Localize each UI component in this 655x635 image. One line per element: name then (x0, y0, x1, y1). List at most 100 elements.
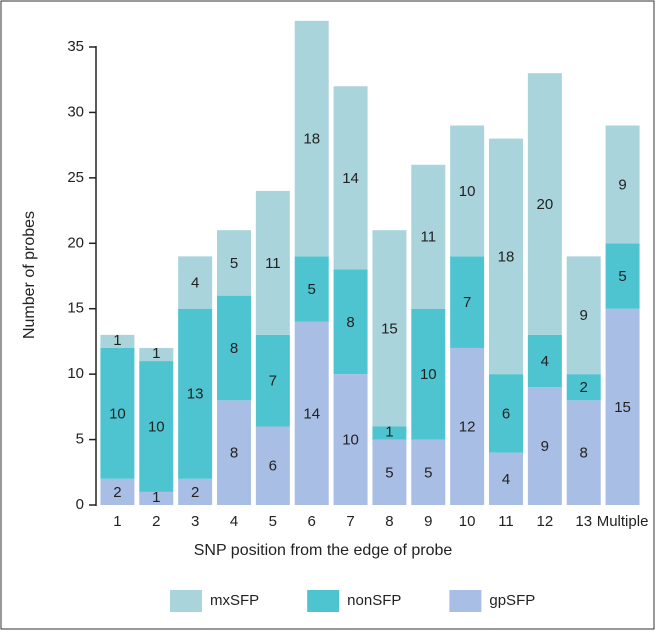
x-axis-label: SNP position from the edge of probe (194, 542, 453, 559)
legend-swatch (170, 590, 202, 612)
bar-segment (605, 125, 640, 244)
bar-segment (217, 230, 251, 296)
bar-segment (566, 374, 601, 401)
value-label: 7 (269, 373, 277, 390)
value-label: 15 (614, 399, 631, 416)
x-tick-label: 13 (575, 513, 592, 530)
value-label: 2 (580, 379, 588, 396)
bar-segment (217, 400, 251, 505)
bar-segment (605, 243, 640, 309)
value-label: 14 (303, 405, 320, 422)
bar-segment (566, 256, 601, 375)
bar-segment (372, 230, 407, 427)
value-label: 13 (187, 386, 204, 403)
bar-segment (178, 478, 213, 505)
bar-segment (489, 452, 523, 505)
value-label: 10 (420, 366, 437, 383)
bar-segment (294, 256, 329, 322)
x-tick-label: 11 (498, 513, 514, 530)
value-label: 8 (230, 340, 238, 357)
bar-segment (450, 347, 485, 505)
y-tick-label: 0 (76, 496, 84, 513)
x-tick-label: 12 (537, 513, 554, 530)
value-label: 8 (346, 314, 354, 331)
bar-segment (255, 426, 290, 505)
value-label: 5 (308, 281, 316, 298)
x-tick-label: 8 (385, 513, 393, 530)
value-label: 5 (424, 464, 432, 481)
value-label: 1 (113, 332, 121, 349)
value-label: 9 (541, 438, 549, 455)
value-label: 1 (152, 345, 160, 362)
bar-segment (139, 347, 174, 362)
value-label: 4 (191, 275, 199, 292)
y-tick-label: 25 (67, 169, 84, 186)
value-label: 9 (618, 176, 626, 193)
bar-segment (450, 256, 485, 348)
bar-segment (527, 387, 562, 505)
value-label: 5 (618, 268, 626, 285)
x-tick-label: 2 (152, 513, 160, 530)
bar-segment (255, 190, 290, 335)
bar-segment (411, 308, 446, 440)
bar-segment (100, 347, 135, 479)
legend-swatch (449, 590, 482, 612)
value-label: 9 (580, 307, 588, 324)
value-label: 10 (109, 405, 126, 422)
value-label: 15 (381, 320, 398, 337)
bar-segment (489, 374, 523, 453)
y-tick-label: 15 (67, 300, 84, 317)
value-label: 10 (459, 183, 476, 200)
value-label: 18 (498, 248, 515, 265)
value-label: 6 (269, 458, 277, 475)
value-label: 2 (113, 484, 121, 501)
value-label: 12 (459, 418, 476, 435)
bar-segment (178, 256, 213, 309)
bar-segment (139, 491, 174, 505)
y-axis-label: Number of probes (21, 211, 38, 339)
y-tick-label: 20 (67, 234, 84, 251)
legend-label: gpSFP (489, 592, 535, 609)
x-tick-label: 1 (113, 513, 121, 530)
bar-segment (527, 334, 562, 388)
bar-segment (333, 269, 368, 375)
bar-segment (178, 308, 213, 479)
legend-label: mxSFP (210, 592, 259, 609)
bar-segment (294, 321, 329, 505)
bar-segment (527, 73, 562, 335)
legend-label: nonSFP (347, 592, 401, 609)
bar-segment (450, 125, 485, 257)
value-label: 11 (420, 229, 436, 246)
bar-segment (333, 374, 368, 505)
value-label: 4 (541, 353, 549, 370)
y-tick-label: 5 (76, 431, 84, 448)
value-label: 18 (303, 131, 320, 148)
x-tick-label: Multiple (597, 513, 649, 530)
value-label: 5 (385, 464, 393, 481)
value-label: 8 (580, 445, 588, 462)
value-label: 2 (191, 484, 199, 501)
bar-segment (139, 361, 174, 492)
value-label: 11 (265, 255, 281, 272)
bar-segment (100, 478, 135, 505)
value-label: 4 (502, 471, 510, 488)
value-label: 10 (148, 418, 165, 435)
legend-swatch (307, 590, 340, 612)
bar-segment (333, 86, 368, 270)
x-tick-label: 9 (424, 513, 432, 530)
value-label: 20 (537, 196, 554, 213)
value-label: 14 (342, 170, 359, 187)
bar-segment (411, 164, 446, 309)
value-label: 10 (342, 432, 359, 449)
value-label: 1 (152, 489, 160, 506)
y-tick-label: 35 (67, 38, 84, 55)
bar-segment (372, 426, 407, 440)
bar-segment (566, 400, 601, 505)
value-label: 1 (385, 423, 393, 440)
x-tick-label: 10 (459, 513, 476, 530)
value-label: 7 (463, 294, 471, 311)
bar-segment (605, 308, 640, 505)
y-tick-label: 10 (67, 365, 84, 382)
